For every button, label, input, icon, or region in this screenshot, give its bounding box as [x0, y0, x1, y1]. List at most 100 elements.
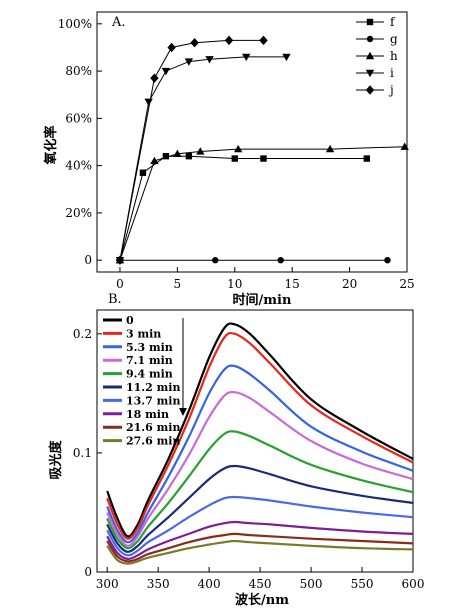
legend-label: 18 min	[126, 408, 169, 421]
spectrum-series-3	[106, 390, 414, 547]
panel-a-y-tick-label: 100%	[58, 17, 92, 31]
panel-a-label: A.	[111, 15, 126, 30]
legend-marker	[365, 85, 375, 95]
data-point	[162, 152, 170, 160]
legend-label: 13.7 min	[126, 394, 180, 407]
data-point	[282, 53, 291, 62]
panel-b-x-tick-label: 400	[198, 577, 221, 591]
panel-a-y-tick-label: 20%	[65, 206, 92, 220]
panel-a-x-tick-label: 10	[227, 277, 242, 291]
panel-a-y-axis: 0 20% 40% 60% 80% 100%	[58, 17, 102, 267]
legend-label: f	[390, 15, 396, 29]
panel-b-label: B.	[108, 292, 122, 307]
legend-label: i	[390, 66, 394, 80]
legend-marker	[366, 18, 374, 26]
panel-a-series	[115, 35, 409, 265]
legend-label: 7.1 min	[126, 354, 173, 367]
panel-a-y-tick-label: 80%	[65, 64, 92, 78]
series-h-line	[119, 146, 405, 261]
panel-a-x-tick-label: 15	[285, 277, 300, 291]
panel-b-series	[106, 322, 414, 565]
data-point	[173, 149, 182, 158]
panel-a-plot-frame	[96, 11, 408, 273]
spectrum-series-1	[106, 331, 414, 540]
data-point	[260, 155, 267, 162]
legend-label: j	[388, 83, 394, 97]
data-point	[363, 155, 371, 162]
data-point	[185, 152, 193, 160]
panel-b-x-tick-label: 550	[351, 577, 374, 591]
panel-b-y-axis: 0 0.1 0.2	[73, 327, 102, 579]
panel-a-y-tick-label: 0	[84, 253, 92, 267]
panel-b-y-tick-label: 0	[84, 565, 92, 579]
data-point	[161, 67, 171, 76]
spectrum-series-4	[106, 430, 414, 550]
panel-b-x-tick-label: 450	[249, 577, 272, 591]
panel-b-x-tick-label: 500	[300, 577, 323, 591]
data-point	[234, 144, 243, 153]
data-point	[384, 256, 391, 264]
legend-label: 5.3 min	[126, 341, 173, 354]
data-point	[325, 144, 335, 153]
data-point	[212, 256, 219, 264]
panel-b-y-tick-label: 0.2	[73, 327, 92, 341]
spectrum-series-9	[106, 539, 414, 565]
data-point	[242, 53, 251, 62]
panel-b-x-tick-label: 600	[402, 577, 425, 591]
data-point	[277, 256, 284, 264]
legend-marker	[365, 51, 375, 60]
legend-label: 11.2 min	[126, 381, 180, 394]
panel-b-x-tick-label: 300	[96, 577, 119, 591]
spectrum-series-5	[106, 464, 414, 553]
series-j-line	[119, 39, 264, 261]
panel-b: B. 00.10.2 300 350 400 450 500 550 600 03 min5…	[48, 292, 424, 608]
spectrum-series-8	[106, 532, 414, 563]
panel-b-x-axis: 300 350 400 450 500 550 600	[96, 567, 425, 591]
spectrum-series-2	[106, 364, 414, 544]
series-f	[116, 152, 371, 264]
data-point	[224, 35, 234, 46]
data-point	[259, 35, 268, 46]
series-j	[115, 35, 268, 265]
legend-label: h	[390, 49, 398, 63]
panel-a-y-tick-label: 60%	[65, 111, 92, 125]
legend-label: 0	[126, 314, 134, 327]
data-point	[184, 58, 194, 66]
data-point	[400, 142, 409, 150]
data-point	[196, 147, 205, 155]
data-point	[167, 42, 176, 53]
data-point	[115, 255, 125, 265]
panel-b-plot-frame	[96, 309, 414, 573]
data-point	[231, 155, 238, 162]
legend-marker	[365, 69, 375, 78]
panel-a-x-tick-label: 0	[116, 277, 124, 291]
panel-a-x-axis: 0 5 10 15 20 25	[116, 267, 415, 291]
data-point	[205, 56, 214, 64]
legend-label: 3 min	[126, 327, 161, 340]
panel-a-x-axis-title: 时间/min	[233, 292, 292, 308]
panel-b-y-axis-title: 吸光度	[48, 440, 64, 480]
panel-a-y-tick-label: 40%	[65, 159, 92, 173]
data-point	[144, 98, 153, 107]
panel-b-y-tick-label: 0.1	[73, 446, 92, 460]
legend-label: g	[390, 32, 398, 46]
spectrum-series-6	[106, 495, 414, 557]
panel-a-x-tick-label: 25	[399, 277, 414, 291]
spectrum-series-0	[106, 322, 414, 538]
panel-b-x-tick-label: 350	[147, 577, 170, 591]
legend-label: 9.4 min	[126, 368, 173, 381]
series-f-line	[119, 155, 367, 261]
legend-marker	[366, 35, 374, 43]
panel-a-x-tick-label: 20	[342, 277, 357, 291]
panel-a-y-axis-title: 氧化率	[43, 125, 59, 165]
legend-label: 27.6 min	[126, 435, 180, 448]
series-g	[116, 256, 391, 264]
data-point	[190, 38, 199, 48]
data-point	[150, 73, 159, 83]
spectrum-series-7	[106, 520, 414, 561]
data-point	[139, 169, 147, 176]
